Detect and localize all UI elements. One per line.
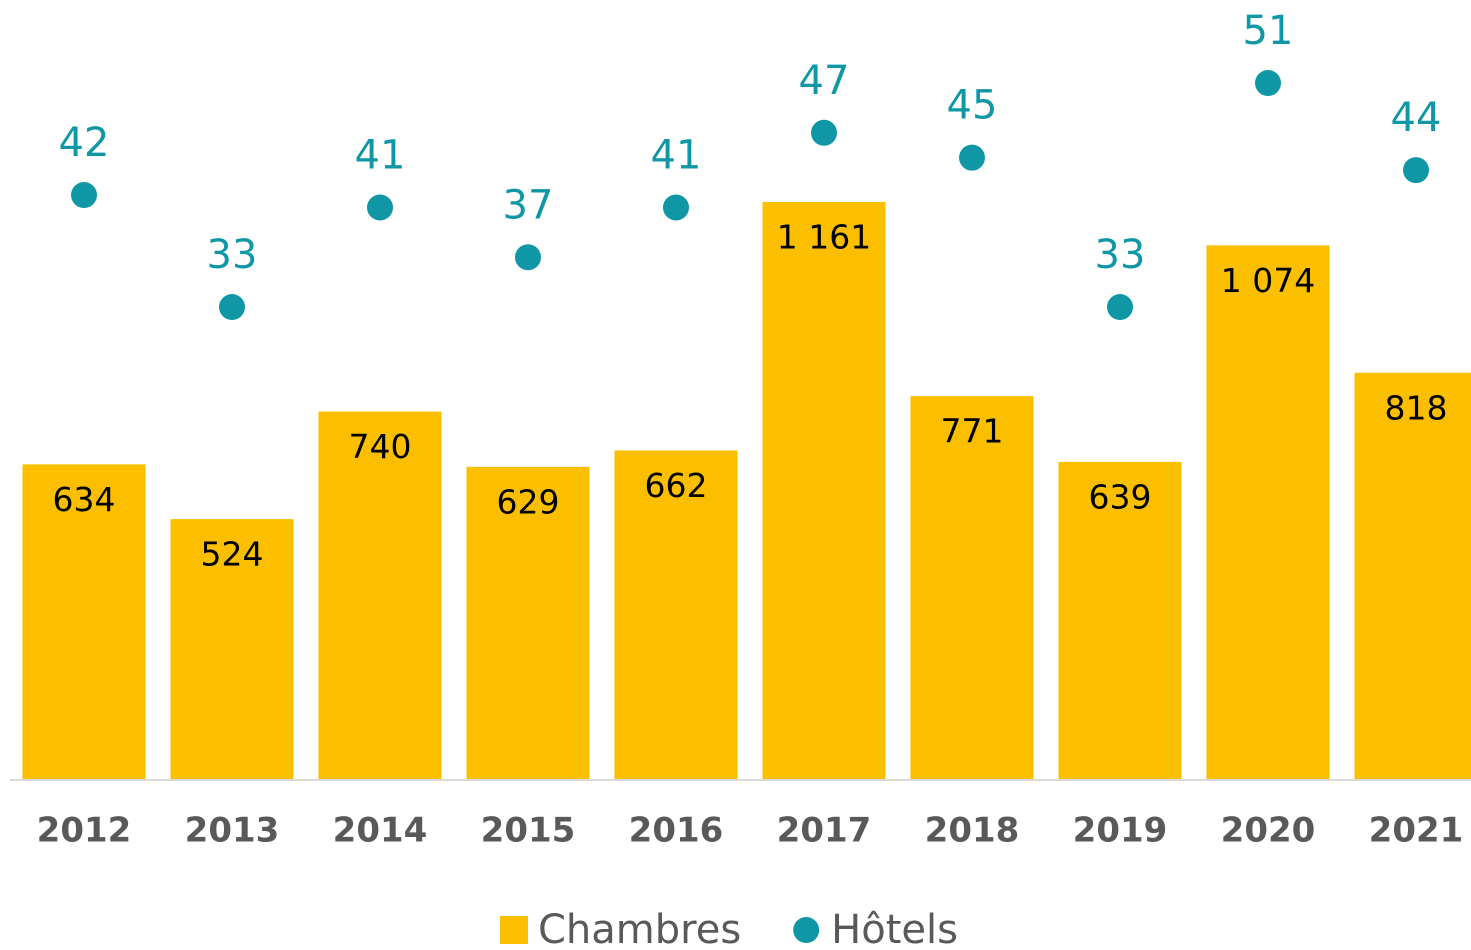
bar-label: 771 [941, 412, 1004, 451]
bar-label: 740 [349, 427, 412, 466]
dot-label: 47 [799, 58, 850, 104]
dot [959, 144, 985, 171]
dot [367, 194, 393, 221]
dot [71, 182, 97, 209]
bar-label: 818 [1385, 388, 1448, 427]
bar [318, 411, 442, 780]
x-tick-label: 2019 [1073, 811, 1168, 851]
dot [1255, 70, 1281, 96]
dot [1403, 157, 1429, 184]
bar [910, 396, 1034, 780]
dot [1107, 294, 1133, 321]
dot [219, 294, 245, 321]
dot [515, 244, 541, 271]
legend-label: Chambres [538, 907, 741, 950]
x-tick-label: 2020 [1221, 811, 1316, 851]
dot-label: 41 [651, 132, 702, 178]
x-tick-label: 2017 [777, 811, 872, 851]
dot [811, 119, 837, 146]
bar [1354, 372, 1471, 780]
dot-label: 33 [207, 232, 258, 278]
bar [22, 464, 146, 780]
x-tick-label: 2013 [185, 811, 280, 851]
dot-label: 45 [947, 83, 998, 129]
x-tick-label: 2021 [1369, 811, 1464, 851]
bar-label: 1 161 [777, 217, 871, 256]
bar [170, 519, 294, 780]
bar [1058, 461, 1182, 780]
bar-label: 634 [53, 480, 116, 519]
legend-swatch [500, 916, 528, 944]
dot-label: 44 [1391, 95, 1442, 141]
x-tick-label: 2016 [629, 811, 724, 851]
dot-label: 51 [1243, 8, 1294, 54]
x-tick-label: 2018 [925, 811, 1020, 851]
legend-swatch [793, 917, 820, 943]
dot-label: 42 [59, 120, 110, 166]
x-tick-label: 2012 [37, 811, 132, 851]
dot-label: 41 [355, 132, 406, 178]
bar-label: 629 [497, 482, 560, 521]
dot-label: 33 [1095, 232, 1146, 278]
bar [762, 201, 886, 780]
legend-label: Hôtels [831, 907, 958, 950]
bar [466, 466, 590, 780]
bar-label: 639 [1089, 477, 1152, 516]
bar [1206, 245, 1330, 781]
x-tick-label: 2015 [481, 811, 576, 851]
bar-label: 524 [201, 535, 264, 574]
bar-label: 1 074 [1221, 261, 1315, 300]
x-tick-label: 2014 [333, 811, 428, 851]
bar-label: 662 [645, 466, 708, 505]
dot-label: 37 [503, 182, 554, 228]
dot [663, 194, 689, 221]
bar [614, 450, 738, 780]
